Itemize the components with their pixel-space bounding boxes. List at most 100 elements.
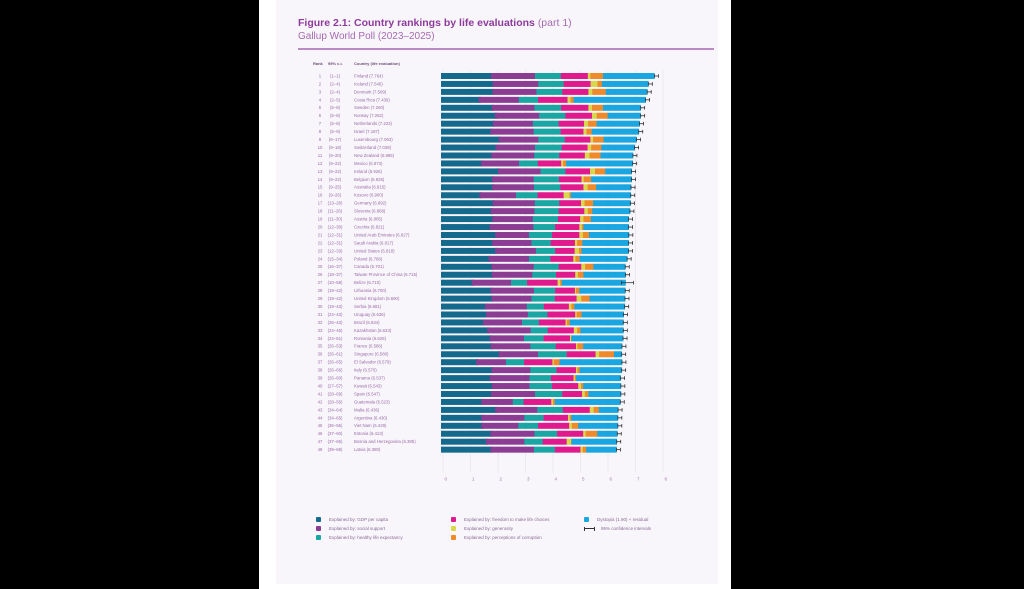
country-label: Argentina (6.430) bbox=[354, 415, 388, 420]
country-row: 27 (10–58) Belize (6.710) bbox=[318, 279, 634, 286]
bar-segment-social bbox=[491, 367, 531, 374]
bar-segment-social bbox=[489, 335, 525, 342]
bar-segment-generosity bbox=[551, 398, 554, 405]
bar-segment-gdp bbox=[441, 96, 481, 103]
rank-label: 40 bbox=[318, 383, 323, 388]
bar-segment-gdp bbox=[441, 136, 501, 143]
ci-label: (12–33) bbox=[328, 248, 343, 253]
x-tick-label: 2 bbox=[500, 477, 503, 482]
figure-title-suffix: (part 1) bbox=[537, 17, 572, 29]
bar-segment-health bbox=[532, 216, 559, 223]
bar-segment-gdp bbox=[441, 335, 492, 342]
bar-segment-dystopia bbox=[593, 200, 631, 207]
bar-segment-dystopia bbox=[602, 73, 655, 79]
bar-segment-corruption bbox=[581, 295, 590, 302]
country-label: Costa Rica (7.439) bbox=[354, 97, 390, 102]
bar-segment-health bbox=[534, 104, 562, 111]
bar-segment-dystopia bbox=[571, 335, 624, 342]
bar-segment-generosity bbox=[580, 216, 584, 223]
bar-segment-corruption bbox=[585, 430, 598, 437]
country-row: 16 (9–26) Kosovo (6.900) bbox=[318, 192, 636, 199]
bar-segment-gdp bbox=[441, 303, 487, 310]
bar-segment-health bbox=[529, 232, 553, 238]
country-label: Lithuania (6.700) bbox=[354, 288, 387, 293]
country-label: United Arab Emirates (6.827) bbox=[354, 232, 410, 237]
bar-segment-corruption bbox=[587, 208, 593, 215]
country-label: Kazakhstan (6.633) bbox=[354, 328, 392, 333]
country-label: Taiwan Province of China (6.715) bbox=[354, 272, 418, 277]
bar-segment-corruption bbox=[577, 343, 584, 350]
rank-label: 1 bbox=[319, 73, 322, 78]
ci-label: (27–57) bbox=[328, 383, 343, 388]
rank-label: 37 bbox=[318, 360, 323, 365]
bar-segment-freedom bbox=[537, 160, 562, 167]
bar-segment-corruption bbox=[582, 232, 590, 238]
country-row: 22 (12–31) Saudi Arabia (6.817) bbox=[318, 239, 633, 246]
bar-segment-freedom bbox=[537, 192, 564, 199]
rank-label: 2 bbox=[319, 81, 322, 86]
bar-segment-generosity bbox=[561, 160, 564, 167]
ci-label: (34–64) bbox=[328, 407, 343, 412]
ci-label: (9–22) bbox=[329, 169, 342, 174]
bar-segment-dystopia bbox=[589, 295, 626, 302]
bar-segment-corruption bbox=[563, 160, 567, 167]
bar-segment-gdp bbox=[441, 446, 493, 453]
ci-label: (24–45) bbox=[328, 328, 343, 333]
bar-segment-dystopia bbox=[588, 391, 622, 397]
bar-segment-social bbox=[492, 216, 534, 223]
country-label: Austria (6.805) bbox=[354, 217, 383, 222]
bar-segment-gdp bbox=[441, 279, 474, 286]
bar-segment-freedom bbox=[555, 247, 575, 254]
bar-segment-health bbox=[531, 239, 552, 246]
country-row: 26 (18–37) Taiwan Province of China (6.715… bbox=[318, 271, 630, 278]
bar-segment-freedom bbox=[560, 128, 584, 135]
bar-segment-social bbox=[490, 287, 535, 294]
bar-segment-health bbox=[534, 200, 560, 207]
country-label: Kosovo (6.900) bbox=[354, 193, 384, 198]
bar-segment-social bbox=[495, 247, 537, 254]
ci-label: (9–18) bbox=[329, 145, 342, 150]
legend-swatch-icon bbox=[316, 535, 321, 540]
bar-segment-social bbox=[492, 80, 539, 87]
bar-segment-generosity bbox=[591, 112, 597, 119]
bar-segment-social bbox=[491, 104, 535, 111]
bar-segment-dystopia bbox=[586, 446, 617, 453]
bar-segment-corruption bbox=[589, 152, 601, 159]
rank-label: 4 bbox=[319, 97, 322, 102]
country-label: Bosnia and Herzegovina (6.385) bbox=[354, 439, 416, 444]
bar-segment-social bbox=[498, 136, 539, 143]
rank-label: 14 bbox=[318, 177, 323, 182]
bar-segment-health bbox=[526, 303, 545, 310]
bar-segment-social bbox=[471, 279, 512, 286]
country-row: 46 (37–60) Estonia (6.413) bbox=[318, 430, 622, 437]
bar-segment-corruption bbox=[588, 120, 597, 127]
bar-segment-health bbox=[529, 375, 552, 382]
bar-segment-generosity bbox=[595, 351, 600, 358]
bar-segment-social bbox=[483, 319, 523, 326]
legend-swatch-icon bbox=[316, 517, 321, 522]
country-label: United States (6.818) bbox=[354, 248, 395, 253]
bar-segment-health bbox=[530, 343, 556, 350]
bar-segment-dystopia bbox=[580, 327, 624, 334]
rank-label: 47 bbox=[318, 439, 323, 444]
rank-label: 46 bbox=[318, 431, 323, 436]
bar-segment-gdp bbox=[441, 176, 495, 183]
bar-segment-corruption bbox=[552, 398, 556, 405]
bar-segment-generosity bbox=[587, 73, 591, 79]
bar-segment-health bbox=[538, 351, 567, 358]
bar-segment-gdp bbox=[441, 128, 493, 135]
bar-segment-social bbox=[491, 391, 536, 397]
bar-segment-social bbox=[485, 303, 528, 310]
country-row: 44 (34–65) Argentina (6.430) bbox=[318, 414, 623, 421]
bar-segment-gdp bbox=[441, 120, 495, 127]
bar-segment-generosity bbox=[581, 176, 585, 183]
rank-label: 19 bbox=[318, 217, 323, 222]
bar-segment-gdp bbox=[441, 200, 495, 207]
country-row: 13 (9–22) Ireland (6.926) bbox=[318, 168, 636, 175]
bar-segment-freedom bbox=[555, 287, 576, 294]
bar-segment-freedom bbox=[550, 255, 574, 262]
bar-segment-freedom bbox=[542, 438, 567, 445]
country-row: 21 (12–31) United Arab Emirates (6.827) bbox=[318, 232, 634, 238]
rank-label: 3 bbox=[319, 89, 322, 94]
rank-label: 24 bbox=[318, 256, 323, 261]
